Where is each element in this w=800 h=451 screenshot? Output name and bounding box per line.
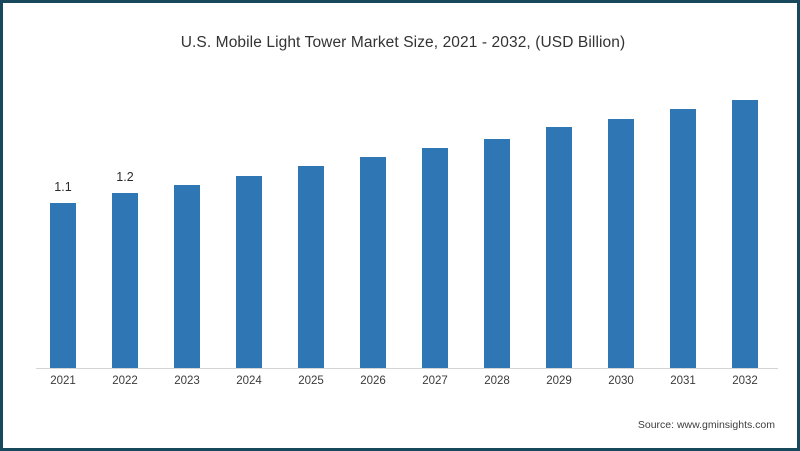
bar-2024[interactable] — [236, 176, 262, 368]
chart-title: U.S. Mobile Light Tower Market Size, 202… — [180, 34, 626, 51]
bar-group-2032: 2032 — [714, 3, 776, 448]
x-axis-tick-2021: 2021 — [50, 375, 76, 387]
source-attribution: Source: www.gminsights.com — [637, 419, 775, 431]
bar-2027[interactable] — [422, 148, 448, 368]
x-axis-tick-2032: 2032 — [732, 375, 758, 387]
bar-2026[interactable] — [360, 157, 386, 368]
bar-2022[interactable] — [112, 193, 138, 368]
bar-2025[interactable] — [298, 166, 324, 368]
bar-2029[interactable] — [546, 127, 572, 368]
x-axis-tick-2024: 2024 — [236, 375, 262, 387]
bar-2028[interactable] — [484, 139, 510, 368]
bar-2023[interactable] — [174, 185, 200, 368]
x-axis-tick-2023: 2023 — [174, 375, 200, 387]
bar-2021[interactable] — [50, 203, 76, 368]
x-axis-tick-2025: 2025 — [298, 375, 324, 387]
bar-2032[interactable] — [732, 100, 758, 368]
bar-group-2028: 2028 — [466, 3, 528, 448]
x-axis-tick-2022: 2022 — [112, 375, 138, 387]
bar-group-2025: 2025 — [280, 3, 342, 448]
bar-2030[interactable] — [608, 119, 634, 368]
bar-group-2030: 2030 — [590, 3, 652, 448]
bar-2031[interactable] — [670, 109, 696, 368]
plot-area: 1.1 2021 1.2 2022 2023 2024 2025 2026 2027 2028 20… — [3, 3, 797, 448]
bar-value-label: 1.2 — [116, 170, 134, 184]
x-axis-line — [36, 368, 778, 369]
x-axis-tick-2026: 2026 — [360, 375, 386, 387]
x-axis-tick-2028: 2028 — [484, 375, 510, 387]
x-axis-tick-2027: 2027 — [422, 375, 448, 387]
bar-group-2026: 2026 — [342, 3, 404, 448]
x-axis-tick-2029: 2029 — [546, 375, 572, 387]
bar-group-2024: 2024 — [218, 3, 280, 448]
bar-value-label: 1.1 — [54, 180, 72, 194]
x-axis-tick-2031: 2031 — [670, 375, 696, 387]
bar-group-2027: 2027 — [404, 3, 466, 448]
bar-group-2023: 2023 — [156, 3, 218, 448]
x-axis-tick-2030: 2030 — [608, 375, 634, 387]
bar-group-2022: 1.2 2022 — [94, 3, 156, 448]
bar-group-2031: 2031 — [652, 3, 714, 448]
bar-group-2021: 1.1 2021 — [32, 3, 94, 448]
bar-group-2029: 2029 — [528, 3, 590, 448]
